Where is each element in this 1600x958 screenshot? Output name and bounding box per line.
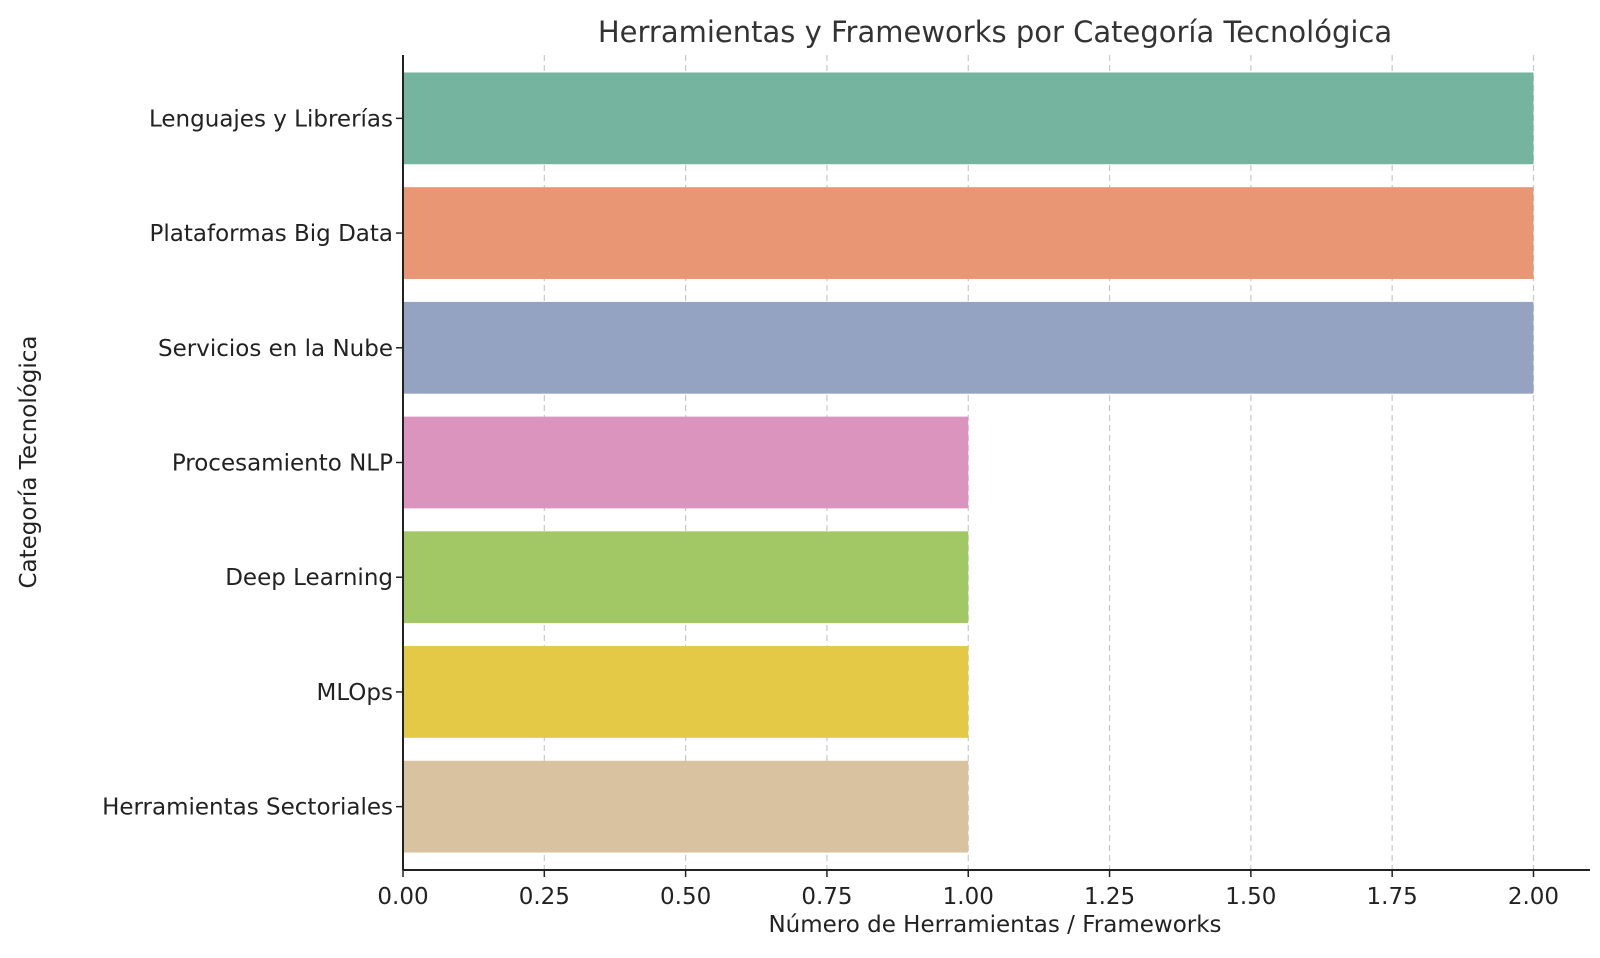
- y-axis-label: Categoría Tecnológica: [16, 335, 42, 588]
- x-tick-label-3: 0.75: [801, 884, 852, 910]
- y-tick-label-4: Deep Learning: [225, 565, 393, 591]
- x-tick-label-6: 1.50: [1225, 884, 1276, 910]
- bar-1: [403, 187, 1534, 279]
- bars: [403, 72, 1534, 853]
- y-tick-label-2: Servicios en la Nube: [158, 336, 393, 362]
- x-tick-label-1: 0.25: [519, 884, 570, 910]
- x-tick-label-5: 1.25: [1084, 884, 1135, 910]
- x-tick-labels: 0.00 0.25 0.50 0.75 1.00 1.25 1.50 1.75 2.00: [377, 870, 1559, 910]
- x-axis-label: Número de Herramientas / Frameworks: [768, 912, 1221, 938]
- y-tick-label-3: Procesamiento NLP: [172, 451, 393, 477]
- y-tick-label-5: MLOps: [316, 680, 393, 706]
- bar-0: [403, 72, 1534, 165]
- bar-2: [403, 301, 1534, 394]
- y-tick-label-1: Plataformas Big Data: [150, 221, 393, 247]
- x-tick-label-4: 1.00: [943, 884, 994, 910]
- x-tick-label-0: 0.00: [377, 884, 428, 910]
- y-tick-labels: Lenguajes y Librerías Plataformas Big Dat…: [102, 106, 403, 821]
- chart-title: Herramientas y Frameworks por Categoría …: [598, 15, 1392, 49]
- x-tick-label-8: 2.00: [1508, 884, 1559, 910]
- bar-5: [403, 646, 969, 738]
- y-tick-label-6: Herramientas Sectoriales: [102, 795, 393, 821]
- x-tick-label-2: 0.50: [660, 884, 711, 910]
- y-tick-label-0: Lenguajes y Librerías: [149, 106, 393, 132]
- bar-4: [403, 531, 969, 624]
- x-tick-label-7: 1.75: [1367, 884, 1418, 910]
- bar-6: [403, 760, 969, 853]
- bar-3: [403, 416, 969, 509]
